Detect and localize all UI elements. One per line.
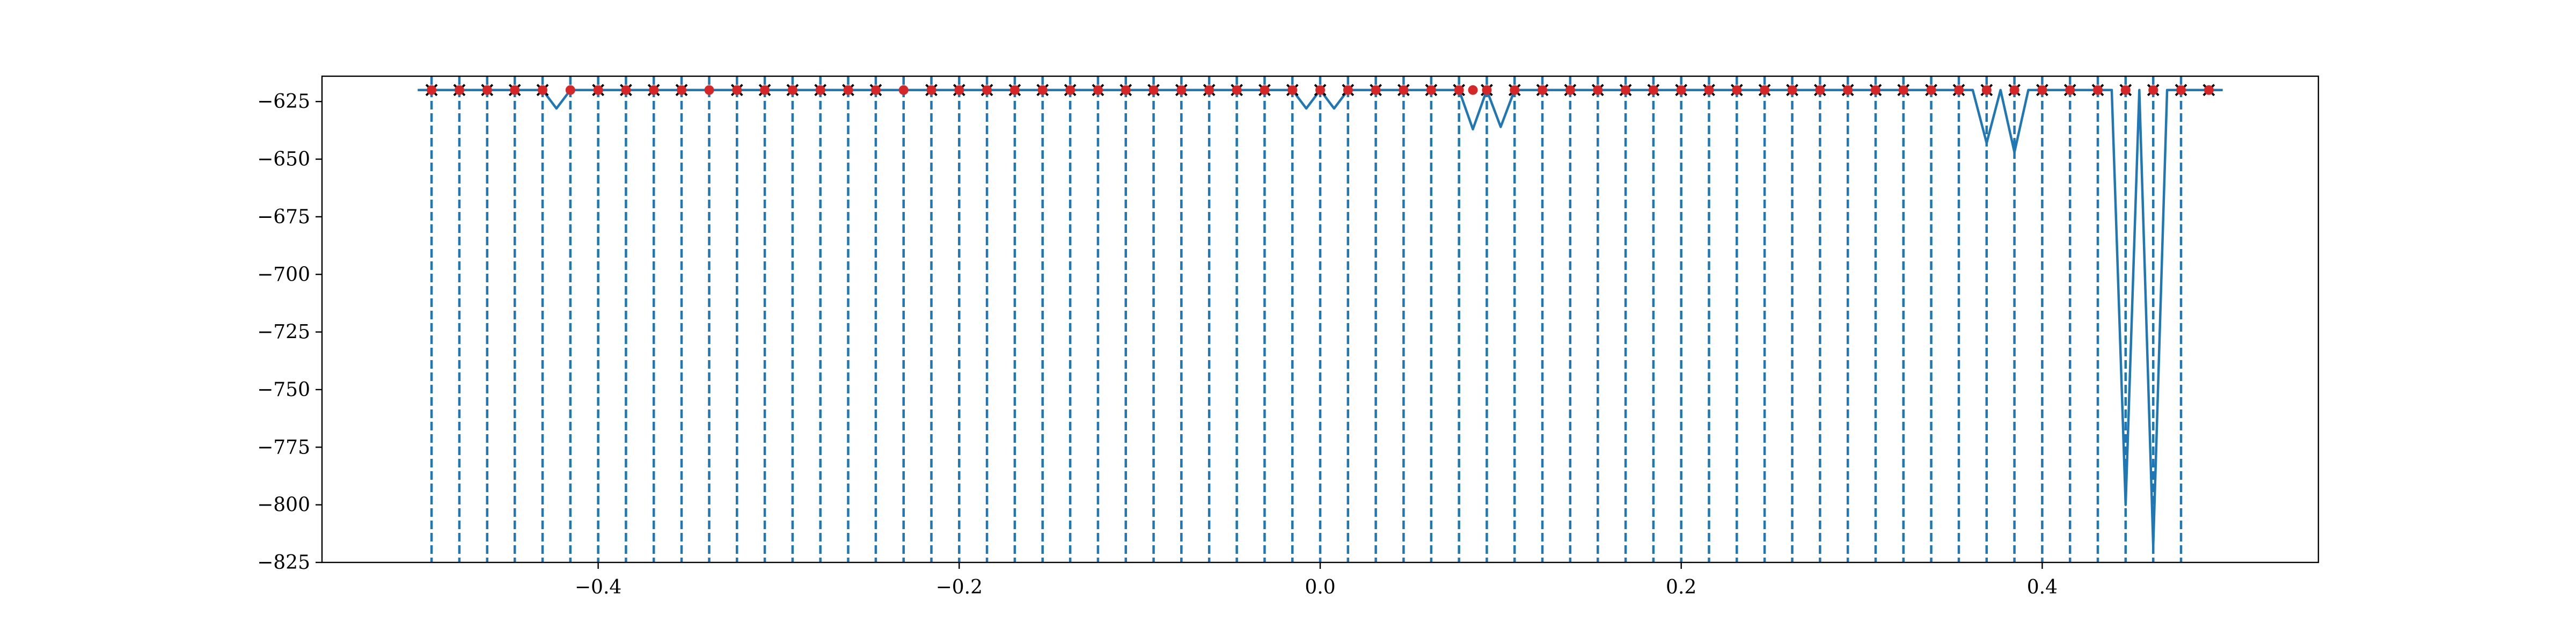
red-dot-marker [1760, 85, 1770, 95]
red-dot-marker [538, 85, 548, 95]
red-dot-marker [2148, 85, 2158, 95]
red-dot-marker [1315, 85, 1325, 95]
red-dot-marker [1898, 85, 1908, 95]
red-dot-marker [621, 85, 631, 95]
red-dot-marker [926, 85, 936, 95]
red-dot-marker [1093, 85, 1103, 95]
red-dot-marker [2037, 85, 2047, 95]
y-tick-label: −625 [257, 91, 310, 113]
red-dot-marker [1732, 85, 1742, 95]
red-dot-marker [1148, 85, 1159, 95]
red-dot-marker [898, 85, 909, 95]
red-dot-marker [1371, 85, 1381, 95]
red-dot-marker [482, 85, 492, 95]
y-tick-label: −700 [257, 264, 310, 286]
x-tick-label: −0.4 [575, 576, 621, 598]
red-dot-marker [2065, 85, 2075, 95]
red-dot-marker [510, 85, 520, 95]
y-tick-label: −725 [257, 321, 310, 343]
red-dot-marker [982, 85, 992, 95]
red-dot-marker [1482, 85, 1492, 95]
markers-layer [425, 84, 2215, 97]
x-tick-label: −0.2 [936, 576, 983, 598]
red-dot-marker [704, 85, 714, 95]
red-dot-marker [454, 85, 464, 95]
red-dot-marker [2120, 85, 2131, 95]
red-dot-marker [1843, 85, 1853, 95]
red-dot-marker [954, 85, 964, 95]
red-dot-marker [815, 85, 825, 95]
red-dot-marker [1648, 85, 1658, 95]
red-dot-marker [1009, 85, 1020, 95]
red-dot-marker [565, 85, 575, 95]
x-tick-label: 0.2 [1666, 576, 1696, 598]
red-dot-marker [1468, 85, 1478, 95]
red-dot-marker [1953, 85, 1964, 95]
red-dot-marker [1870, 85, 1880, 95]
y-tick-label: −800 [257, 494, 310, 516]
red-dot-marker [649, 85, 659, 95]
y-tick-label: −825 [257, 552, 310, 574]
red-dot-marker [1593, 85, 1603, 95]
red-dot-marker [2092, 85, 2103, 95]
red-dot-marker [1538, 85, 1548, 95]
red-dot-marker [1121, 85, 1131, 95]
red-dot-marker [1037, 85, 1048, 95]
red-dot-marker [1343, 85, 1353, 95]
red-dot-marker [787, 85, 797, 95]
red-dot-marker [1981, 85, 1992, 95]
red-dot-marker [1065, 85, 1075, 95]
y-tick-label: −775 [257, 436, 310, 458]
red-dot-marker [1704, 85, 1714, 95]
red-dot-marker [2176, 85, 2186, 95]
red-dot-marker [677, 85, 687, 95]
red-dot-marker [1399, 85, 1409, 95]
red-dot-marker [1565, 85, 1575, 95]
red-dot-marker [732, 85, 742, 95]
x-axis-ticks: −0.4 −0.2 0.0 0.2 0.4 [575, 562, 2058, 598]
red-dot-marker [760, 85, 770, 95]
x-tick-label: 0.0 [1305, 576, 1335, 598]
red-dot-marker [1621, 85, 1631, 95]
red-dot-marker [2204, 85, 2214, 95]
red-dot-marker [1204, 85, 1214, 95]
y-tick-label: −675 [257, 206, 310, 228]
red-dot-marker [1232, 85, 1242, 95]
red-dot-marker [1426, 85, 1436, 95]
red-dot-marker [870, 85, 881, 95]
red-dot-marker [1176, 85, 1187, 95]
red-dot-marker [2009, 85, 2019, 95]
red-dot-marker [843, 85, 853, 95]
red-dot-marker [427, 85, 437, 95]
red-dot-marker [1510, 85, 1520, 95]
red-dot-marker [1787, 85, 1797, 95]
vertical-dashed-lines [430, 76, 2183, 562]
x-tick-label: 0.4 [2027, 576, 2058, 598]
red-dot-marker [1676, 85, 1686, 95]
red-dot-marker [593, 85, 603, 95]
y-tick-label: −750 [257, 379, 310, 401]
red-dot-marker [1815, 85, 1825, 95]
red-dot-marker [1260, 85, 1270, 95]
y-tick-label: −650 [257, 149, 310, 171]
y-axis-ticks: −625 −650 −675 −700 −725 −750 −775 −800 −825 [257, 91, 322, 574]
red-dot-marker [1454, 85, 1464, 95]
red-dot-marker [1287, 85, 1298, 95]
red-dot-marker [1926, 85, 1936, 95]
